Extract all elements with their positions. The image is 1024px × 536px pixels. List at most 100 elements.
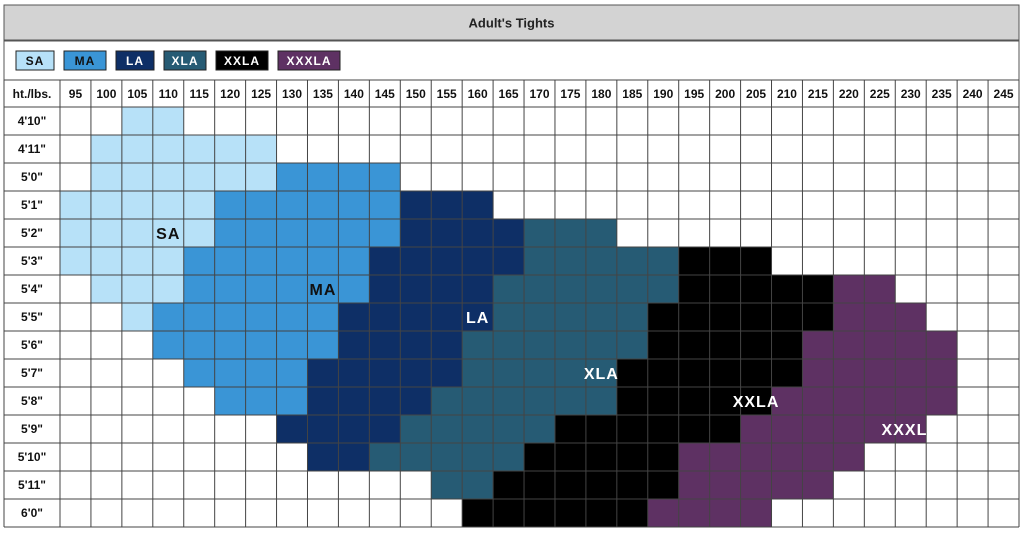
cell-ma bbox=[276, 303, 308, 331]
legend-item-ma: MA bbox=[63, 50, 107, 71]
cell-xxla bbox=[524, 499, 555, 527]
cell-xxxla bbox=[678, 443, 710, 471]
cell-la bbox=[400, 191, 432, 219]
legend-swatch bbox=[15, 50, 55, 71]
cell-la bbox=[369, 359, 401, 387]
cell-la bbox=[431, 303, 463, 331]
cell-xxla bbox=[709, 247, 741, 275]
weight-label: 130 bbox=[282, 87, 302, 101]
cell-xla bbox=[462, 415, 494, 443]
cell-xla bbox=[431, 387, 463, 415]
cell-xla bbox=[462, 359, 494, 387]
cell-xxxla bbox=[895, 359, 927, 387]
cell-la bbox=[431, 247, 463, 275]
cell-xxxla bbox=[833, 303, 865, 331]
weight-label: 230 bbox=[901, 87, 921, 101]
weight-label: 220 bbox=[839, 87, 859, 101]
cell-xla bbox=[400, 443, 432, 471]
cell-xla bbox=[647, 247, 679, 275]
cell-xla bbox=[585, 387, 617, 415]
cell-ma bbox=[183, 275, 215, 303]
cell-xxxla bbox=[895, 331, 927, 359]
cell-ma bbox=[214, 387, 246, 415]
cell-xxla bbox=[678, 331, 710, 359]
cell-sa bbox=[60, 219, 91, 247]
cell-xxxla bbox=[771, 415, 803, 443]
cell-la bbox=[431, 219, 463, 247]
cell-xxla bbox=[771, 331, 803, 359]
height-label: 5'5" bbox=[21, 310, 43, 324]
legend-item-xla: XLA bbox=[163, 50, 207, 71]
cell-xxla bbox=[524, 471, 555, 499]
cell-la bbox=[493, 219, 525, 247]
cell-sa bbox=[90, 247, 122, 275]
cell-xxxla bbox=[802, 331, 834, 359]
cell-xxla bbox=[616, 387, 648, 415]
cell-xxxla bbox=[833, 443, 865, 471]
cell-xla bbox=[493, 303, 525, 331]
cell-ma bbox=[276, 163, 308, 191]
cell-sa bbox=[245, 163, 277, 191]
cell-xxla bbox=[616, 443, 648, 471]
cell-xxla bbox=[678, 275, 710, 303]
cell-xxla bbox=[771, 303, 803, 331]
legend-swatch bbox=[215, 50, 269, 71]
cell-xxxla bbox=[833, 331, 865, 359]
cell-ma bbox=[307, 163, 339, 191]
weight-label: 100 bbox=[96, 87, 116, 101]
region-label-ma: MA bbox=[310, 282, 337, 299]
cell-xxla bbox=[585, 443, 617, 471]
cell-xxla bbox=[740, 331, 772, 359]
cell-ma bbox=[245, 191, 277, 219]
cell-xxxla bbox=[864, 359, 896, 387]
cell-sa bbox=[121, 163, 153, 191]
cell-xxla bbox=[554, 443, 586, 471]
region-label-xxxla: XXXLA bbox=[882, 422, 940, 439]
cell-xxxla bbox=[647, 499, 679, 527]
cell-ma bbox=[338, 247, 370, 275]
cell-xxla bbox=[740, 387, 772, 415]
cell-sa bbox=[152, 191, 184, 219]
height-label: 5'2" bbox=[21, 226, 43, 240]
cell-xxxla bbox=[740, 443, 772, 471]
cell-xla bbox=[400, 415, 432, 443]
weight-label: 110 bbox=[159, 87, 179, 101]
cell-la bbox=[400, 275, 432, 303]
legend-swatch bbox=[277, 50, 341, 71]
legend-bar bbox=[3, 40, 1020, 81]
cell-xxxla bbox=[740, 415, 772, 443]
cell-xla bbox=[585, 303, 617, 331]
chart-title: Adult's Tights bbox=[469, 16, 555, 31]
cell-xla bbox=[462, 471, 494, 499]
cell-xla bbox=[554, 247, 586, 275]
cell-ma bbox=[307, 191, 339, 219]
cell-la bbox=[462, 219, 494, 247]
weight-label: 245 bbox=[994, 87, 1014, 101]
cell-sa bbox=[214, 135, 246, 163]
cell-sa bbox=[60, 191, 91, 219]
cell-la bbox=[369, 247, 401, 275]
cell-la bbox=[338, 387, 370, 415]
height-label: 5'8" bbox=[21, 394, 43, 408]
cell-la bbox=[307, 415, 339, 443]
cell-sa bbox=[152, 163, 184, 191]
cell-sa bbox=[152, 135, 184, 163]
cell-xxla bbox=[616, 359, 648, 387]
cell-xxla bbox=[740, 247, 772, 275]
cell-sa bbox=[152, 219, 184, 247]
cell-xla bbox=[554, 219, 586, 247]
cell-ma bbox=[307, 303, 339, 331]
cell-xxxla bbox=[709, 471, 741, 499]
cell-xla bbox=[554, 387, 586, 415]
height-label: 5'6" bbox=[21, 338, 43, 352]
cell-ma bbox=[276, 191, 308, 219]
cell-xxla bbox=[585, 499, 617, 527]
cell-sa bbox=[183, 191, 215, 219]
cell-sa bbox=[121, 303, 153, 331]
weight-label: 180 bbox=[591, 87, 611, 101]
cell-xxxla bbox=[926, 331, 958, 359]
cell-xla bbox=[585, 359, 617, 387]
cell-ma bbox=[245, 247, 277, 275]
legend-item-sa: SA bbox=[15, 50, 55, 71]
